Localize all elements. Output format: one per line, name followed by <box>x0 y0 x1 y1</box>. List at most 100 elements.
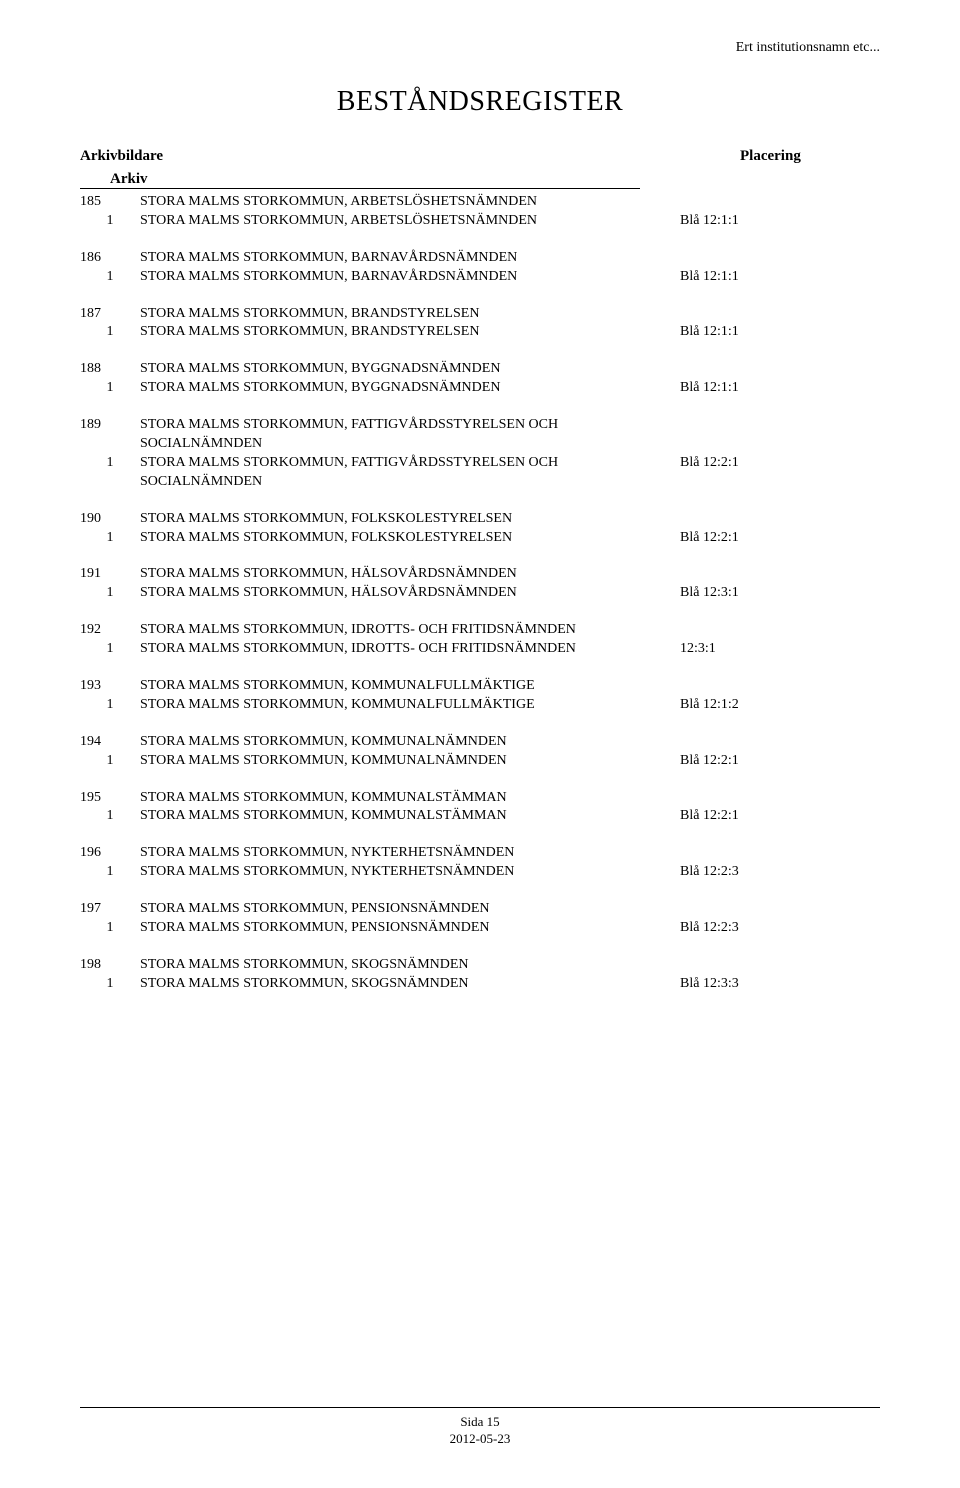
sub-number: 1 <box>80 584 140 603</box>
entry-group: 186STORA MALMS STORKOMMUN, BARNAVÅRDSNÄM… <box>80 249 880 287</box>
entry-number: 189 <box>80 416 140 454</box>
entry-sub-row: 1STORA MALMS STORKOMMUN, SKOGSNÄMNDENBlå… <box>80 975 880 994</box>
entry-sub-row: 1STORA MALMS STORKOMMUN, KOMMUNALSTÄMMAN… <box>80 807 880 826</box>
entry-placement <box>680 565 820 584</box>
entry-placement <box>680 789 820 808</box>
entry-title: STORA MALMS STORKOMMUN, BRANDSTYRELSEN <box>140 305 680 324</box>
sub-placement: Blå 12:2:1 <box>680 752 820 771</box>
entry-placement <box>680 677 820 696</box>
sub-placement: Blå 12:1:1 <box>680 212 820 231</box>
entry-main-row: 197STORA MALMS STORKOMMUN, PENSIONSNÄMND… <box>80 900 880 919</box>
entry-number: 196 <box>80 844 140 863</box>
sub-number: 1 <box>80 696 140 715</box>
sub-placement: Blå 12:1:1 <box>680 379 820 398</box>
sub-number: 1 <box>80 379 140 398</box>
entry-placement <box>680 360 820 379</box>
entry-number: 198 <box>80 956 140 975</box>
sub-placement: Blå 12:1:1 <box>680 323 820 342</box>
entry-number: 187 <box>80 305 140 324</box>
entry-main-row: 192STORA MALMS STORKOMMUN, IDROTTS- OCH … <box>80 621 880 640</box>
sub-placement: Blå 12:3:1 <box>680 584 820 603</box>
entry-group: 192STORA MALMS STORKOMMUN, IDROTTS- OCH … <box>80 621 880 659</box>
sub-header: Arkiv <box>80 171 640 189</box>
sub-title: STORA MALMS STORKOMMUN, ARBETSLÖSHETSNÄM… <box>140 212 680 231</box>
entry-title: STORA MALMS STORKOMMUN, KOMMUNALNÄMNDEN <box>140 733 680 752</box>
sub-title: STORA MALMS STORKOMMUN, HÄLSOVÅRDSNÄMNDE… <box>140 584 680 603</box>
entry-main-row: 186STORA MALMS STORKOMMUN, BARNAVÅRDSNÄM… <box>80 249 880 268</box>
entry-sub-row: 1STORA MALMS STORKOMMUN, KOMMUNALFULLMÄK… <box>80 696 880 715</box>
entry-number: 193 <box>80 677 140 696</box>
entry-group: 194STORA MALMS STORKOMMUN, KOMMUNALNÄMND… <box>80 733 880 771</box>
entry-placement <box>680 193 820 212</box>
entry-number: 185 <box>80 193 140 212</box>
sub-title: STORA MALMS STORKOMMUN, KOMMUNALSTÄMMAN <box>140 807 680 826</box>
sub-number: 1 <box>80 323 140 342</box>
entry-title: STORA MALMS STORKOMMUN, FATTIGVÅRDSSTYRE… <box>140 416 680 454</box>
entry-group: 196STORA MALMS STORKOMMUN, NYKTERHETSNÄM… <box>80 844 880 882</box>
column-right-header: Placering <box>740 148 880 165</box>
entry-placement <box>680 844 820 863</box>
entry-title: STORA MALMS STORKOMMUN, IDROTTS- OCH FRI… <box>140 621 680 640</box>
entry-number: 191 <box>80 565 140 584</box>
entry-sub-row: 1STORA MALMS STORKOMMUN, HÄLSOVÅRDSNÄMND… <box>80 584 880 603</box>
entry-number: 188 <box>80 360 140 379</box>
entries-container: 185STORA MALMS STORKOMMUN, ARBETSLÖSHETS… <box>80 193 880 994</box>
entry-sub-row: 1STORA MALMS STORKOMMUN, KOMMUNALNÄMNDEN… <box>80 752 880 771</box>
entry-sub-row: 1STORA MALMS STORKOMMUN, BYGGNADSNÄMNDEN… <box>80 379 880 398</box>
entry-group: 189STORA MALMS STORKOMMUN, FATTIGVÅRDSST… <box>80 416 880 492</box>
sub-placement: Blå 12:2:1 <box>680 454 820 492</box>
sub-title: STORA MALMS STORKOMMUN, PENSIONSNÄMNDEN <box>140 919 680 938</box>
sub-title: STORA MALMS STORKOMMUN, KOMMUNALNÄMNDEN <box>140 752 680 771</box>
column-left-header: Arkivbildare <box>80 148 680 165</box>
entry-placement <box>680 305 820 324</box>
sub-title: STORA MALMS STORKOMMUN, BYGGNADSNÄMNDEN <box>140 379 680 398</box>
entry-placement <box>680 510 820 529</box>
entry-sub-row: 1STORA MALMS STORKOMMUN, FATTIGVÅRDSSTYR… <box>80 454 880 492</box>
sub-placement: Blå 12:2:3 <box>680 863 820 882</box>
footer-date: 2012-05-23 <box>0 1431 960 1448</box>
entry-placement <box>680 900 820 919</box>
entry-placement <box>680 956 820 975</box>
document-title: BESTÅNDSREGISTER <box>80 86 880 118</box>
entry-number: 194 <box>80 733 140 752</box>
sub-title: STORA MALMS STORKOMMUN, SKOGSNÄMNDEN <box>140 975 680 994</box>
sub-title: STORA MALMS STORKOMMUN, NYKTERHETSNÄMNDE… <box>140 863 680 882</box>
institution-header: Ert institutionsnamn etc... <box>80 40 880 56</box>
entry-title: STORA MALMS STORKOMMUN, ARBETSLÖSHETSNÄM… <box>140 193 680 212</box>
entry-placement <box>680 249 820 268</box>
sub-number: 1 <box>80 752 140 771</box>
column-headers: Arkivbildare Placering <box>80 148 880 165</box>
entry-title: STORA MALMS STORKOMMUN, PENSIONSNÄMNDEN <box>140 900 680 919</box>
entry-sub-row: 1STORA MALMS STORKOMMUN, BARNAVÅRDSNÄMND… <box>80 268 880 287</box>
entry-group: 198STORA MALMS STORKOMMUN, SKOGSNÄMNDEN1… <box>80 956 880 994</box>
entry-group: 187STORA MALMS STORKOMMUN, BRANDSTYRELSE… <box>80 305 880 343</box>
entry-group: 190STORA MALMS STORKOMMUN, FOLKSKOLESTYR… <box>80 510 880 548</box>
entry-group: 188STORA MALMS STORKOMMUN, BYGGNADSNÄMND… <box>80 360 880 398</box>
entry-number: 197 <box>80 900 140 919</box>
entry-group: 191STORA MALMS STORKOMMUN, HÄLSOVÅRDSNÄM… <box>80 565 880 603</box>
sub-title: STORA MALMS STORKOMMUN, IDROTTS- OCH FRI… <box>140 640 680 659</box>
entry-placement <box>680 733 820 752</box>
entry-placement <box>680 621 820 640</box>
entry-title: STORA MALMS STORKOMMUN, NYKTERHETSNÄMNDE… <box>140 844 680 863</box>
page-footer: Sida 15 2012-05-23 <box>0 1407 960 1448</box>
sub-title: STORA MALMS STORKOMMUN, FATTIGVÅRDSSTYRE… <box>140 454 680 492</box>
sub-number: 1 <box>80 454 140 492</box>
entry-main-row: 187STORA MALMS STORKOMMUN, BRANDSTYRELSE… <box>80 305 880 324</box>
entry-main-row: 198STORA MALMS STORKOMMUN, SKOGSNÄMNDEN <box>80 956 880 975</box>
sub-title: STORA MALMS STORKOMMUN, FOLKSKOLESTYRELS… <box>140 529 680 548</box>
entry-group: 185STORA MALMS STORKOMMUN, ARBETSLÖSHETS… <box>80 193 880 231</box>
sub-number: 1 <box>80 640 140 659</box>
entry-number: 195 <box>80 789 140 808</box>
sub-title: STORA MALMS STORKOMMUN, BRANDSTYRELSEN <box>140 323 680 342</box>
sub-number: 1 <box>80 529 140 548</box>
entry-group: 197STORA MALMS STORKOMMUN, PENSIONSNÄMND… <box>80 900 880 938</box>
sub-placement: Blå 12:2:1 <box>680 529 820 548</box>
sub-number: 1 <box>80 807 140 826</box>
entry-number: 192 <box>80 621 140 640</box>
sub-number: 1 <box>80 919 140 938</box>
entry-group: 195STORA MALMS STORKOMMUN, KOMMUNALSTÄMM… <box>80 789 880 827</box>
entry-placement <box>680 416 820 454</box>
entry-title: STORA MALMS STORKOMMUN, KOMMUNALFULLMÄKT… <box>140 677 680 696</box>
entry-main-row: 194STORA MALMS STORKOMMUN, KOMMUNALNÄMND… <box>80 733 880 752</box>
